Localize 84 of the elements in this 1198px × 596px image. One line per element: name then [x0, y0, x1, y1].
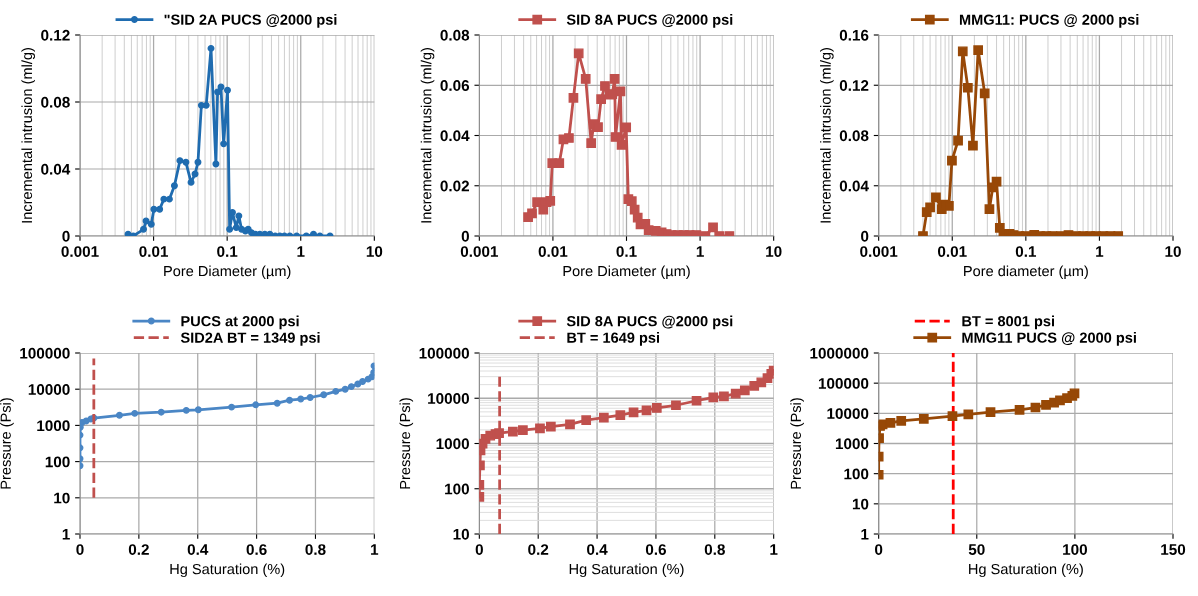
x-axis-title: Pore Diameter (µm): [164, 265, 291, 280]
legend-label: MMG11: PUCS @ 2000 psi: [959, 14, 1139, 28]
y-tick-label: 100: [445, 483, 469, 495]
legend-label: MMG11 PUCS @ 2000 psi: [962, 332, 1136, 346]
y-axis-title: Pressure (Psi): [399, 398, 414, 489]
x-tick-label: 0.01: [538, 246, 568, 257]
x-tick-label: 50: [968, 544, 985, 555]
y-tick-label: 0.16: [839, 29, 869, 41]
x-tick-label: 1: [371, 544, 379, 555]
y-axis-title: Incremental intrusion (ml/g): [21, 48, 35, 223]
y-tick-label: 0.08: [839, 130, 869, 142]
x-tick-label: 0.001: [860, 246, 898, 257]
y-tick-label: 0: [62, 230, 70, 242]
x-tick-label: 10: [766, 246, 782, 257]
x-tick-label: 0.6: [246, 544, 267, 555]
x-tick-label: 10: [1165, 246, 1181, 257]
x-tick-label: 0.1: [616, 246, 637, 257]
y-axis-title: Incremental intrusion (ml/g): [820, 48, 834, 223]
y-tick-label: 0.08: [41, 96, 70, 108]
legend-label: BT = 1649 psi: [567, 332, 659, 346]
x-tick-label: 0.01: [139, 246, 169, 257]
y-tick-label: 0.04: [839, 180, 869, 192]
x-tick-label: 0: [475, 544, 483, 555]
y-tick-label: 100000: [419, 347, 469, 359]
legend-label: "SID 2A PUCS @2000 psi: [164, 14, 337, 28]
y-tick-label: 10000: [428, 393, 469, 404]
x-tick-label: 0.001: [460, 246, 499, 257]
y-tick-label: 0.02: [440, 180, 469, 192]
legend-label: SID 8A PUCS @2000 psi: [566, 14, 733, 28]
y-tick-label: 1000: [436, 438, 469, 450]
x-tick-label: 150: [1161, 544, 1186, 555]
y-axis-title: Incremental intrusion (ml/g): [420, 48, 435, 223]
y-tick-label: 0: [461, 230, 469, 242]
x-tick-label: 10: [366, 246, 383, 257]
y-tick-label: 0: [861, 230, 869, 242]
y-tick-label: 1000: [37, 420, 70, 432]
x-tick-label: 0.1: [1015, 246, 1037, 257]
y-tick-label: 10000: [827, 408, 869, 420]
x-axis-title: Hg Saturation (%): [969, 563, 1083, 578]
x-tick-label: 0.6: [645, 544, 666, 555]
x-tick-label: 1: [696, 246, 704, 257]
x-tick-label: 0.1: [217, 246, 238, 257]
x-tick-label: 0.4: [187, 544, 209, 555]
x-tick-label: 1: [770, 544, 778, 555]
x-axis-title: Hg Saturation (%): [170, 563, 285, 578]
x-tick-label: 0.8: [305, 544, 326, 555]
y-tick-label: 10: [852, 498, 869, 510]
y-tick-label: 1: [861, 529, 869, 540]
legend-label: BT = 8001 psi: [962, 315, 1054, 330]
y-tick-label: 0.04: [41, 163, 71, 175]
x-tick-label: 1: [1096, 246, 1104, 257]
x-tick-label: 0.001: [61, 246, 99, 257]
y-tick-label: 100: [844, 468, 869, 480]
y-tick-label: 10: [453, 528, 469, 540]
y-tick-label: 100: [45, 456, 70, 468]
y-tick-label: 1000000: [810, 347, 869, 359]
y-tick-label: 0.08: [440, 29, 470, 41]
y-axis-title: Pressure (Psi): [0, 398, 14, 489]
x-tick-label: 0.4: [587, 544, 608, 555]
y-tick-label: 1000: [835, 438, 869, 450]
x-tick-label: 0.2: [528, 544, 549, 555]
y-tick-label: 100000: [20, 347, 70, 359]
legend-label: PUCS at 2000 psi: [181, 315, 299, 330]
x-axis-title: Pore Diameter (µm): [563, 265, 690, 280]
x-tick-label: 1: [297, 246, 305, 257]
x-axis-title: Pore diameter (µm): [964, 265, 1088, 280]
y-tick-label: 0.12: [839, 80, 869, 91]
x-tick-label: 0.01: [937, 246, 967, 257]
x-tick-label: 0: [76, 544, 84, 555]
x-tick-label: 0.8: [704, 544, 725, 555]
y-tick-label: 0.12: [41, 29, 70, 41]
y-tick-label: 100000: [818, 378, 869, 389]
legend-label: SID 8A PUCS @2000 psi: [566, 315, 733, 330]
x-tick-label: 0: [875, 544, 883, 555]
y-tick-label: 10000: [28, 384, 70, 395]
x-axis-title: Hg Saturation (%): [569, 563, 684, 578]
y-tick-label: 10: [54, 492, 70, 504]
y-tick-label: 0.04: [440, 130, 470, 142]
x-tick-label: 0.2: [128, 544, 149, 555]
x-tick-label: 100: [1063, 544, 1088, 555]
y-axis-title: Pressure (Psi): [790, 398, 804, 489]
y-tick-label: 1: [62, 529, 70, 540]
legend-label: SID2A BT = 1349 psi: [180, 332, 320, 346]
y-tick-label: 0.06: [440, 80, 470, 91]
